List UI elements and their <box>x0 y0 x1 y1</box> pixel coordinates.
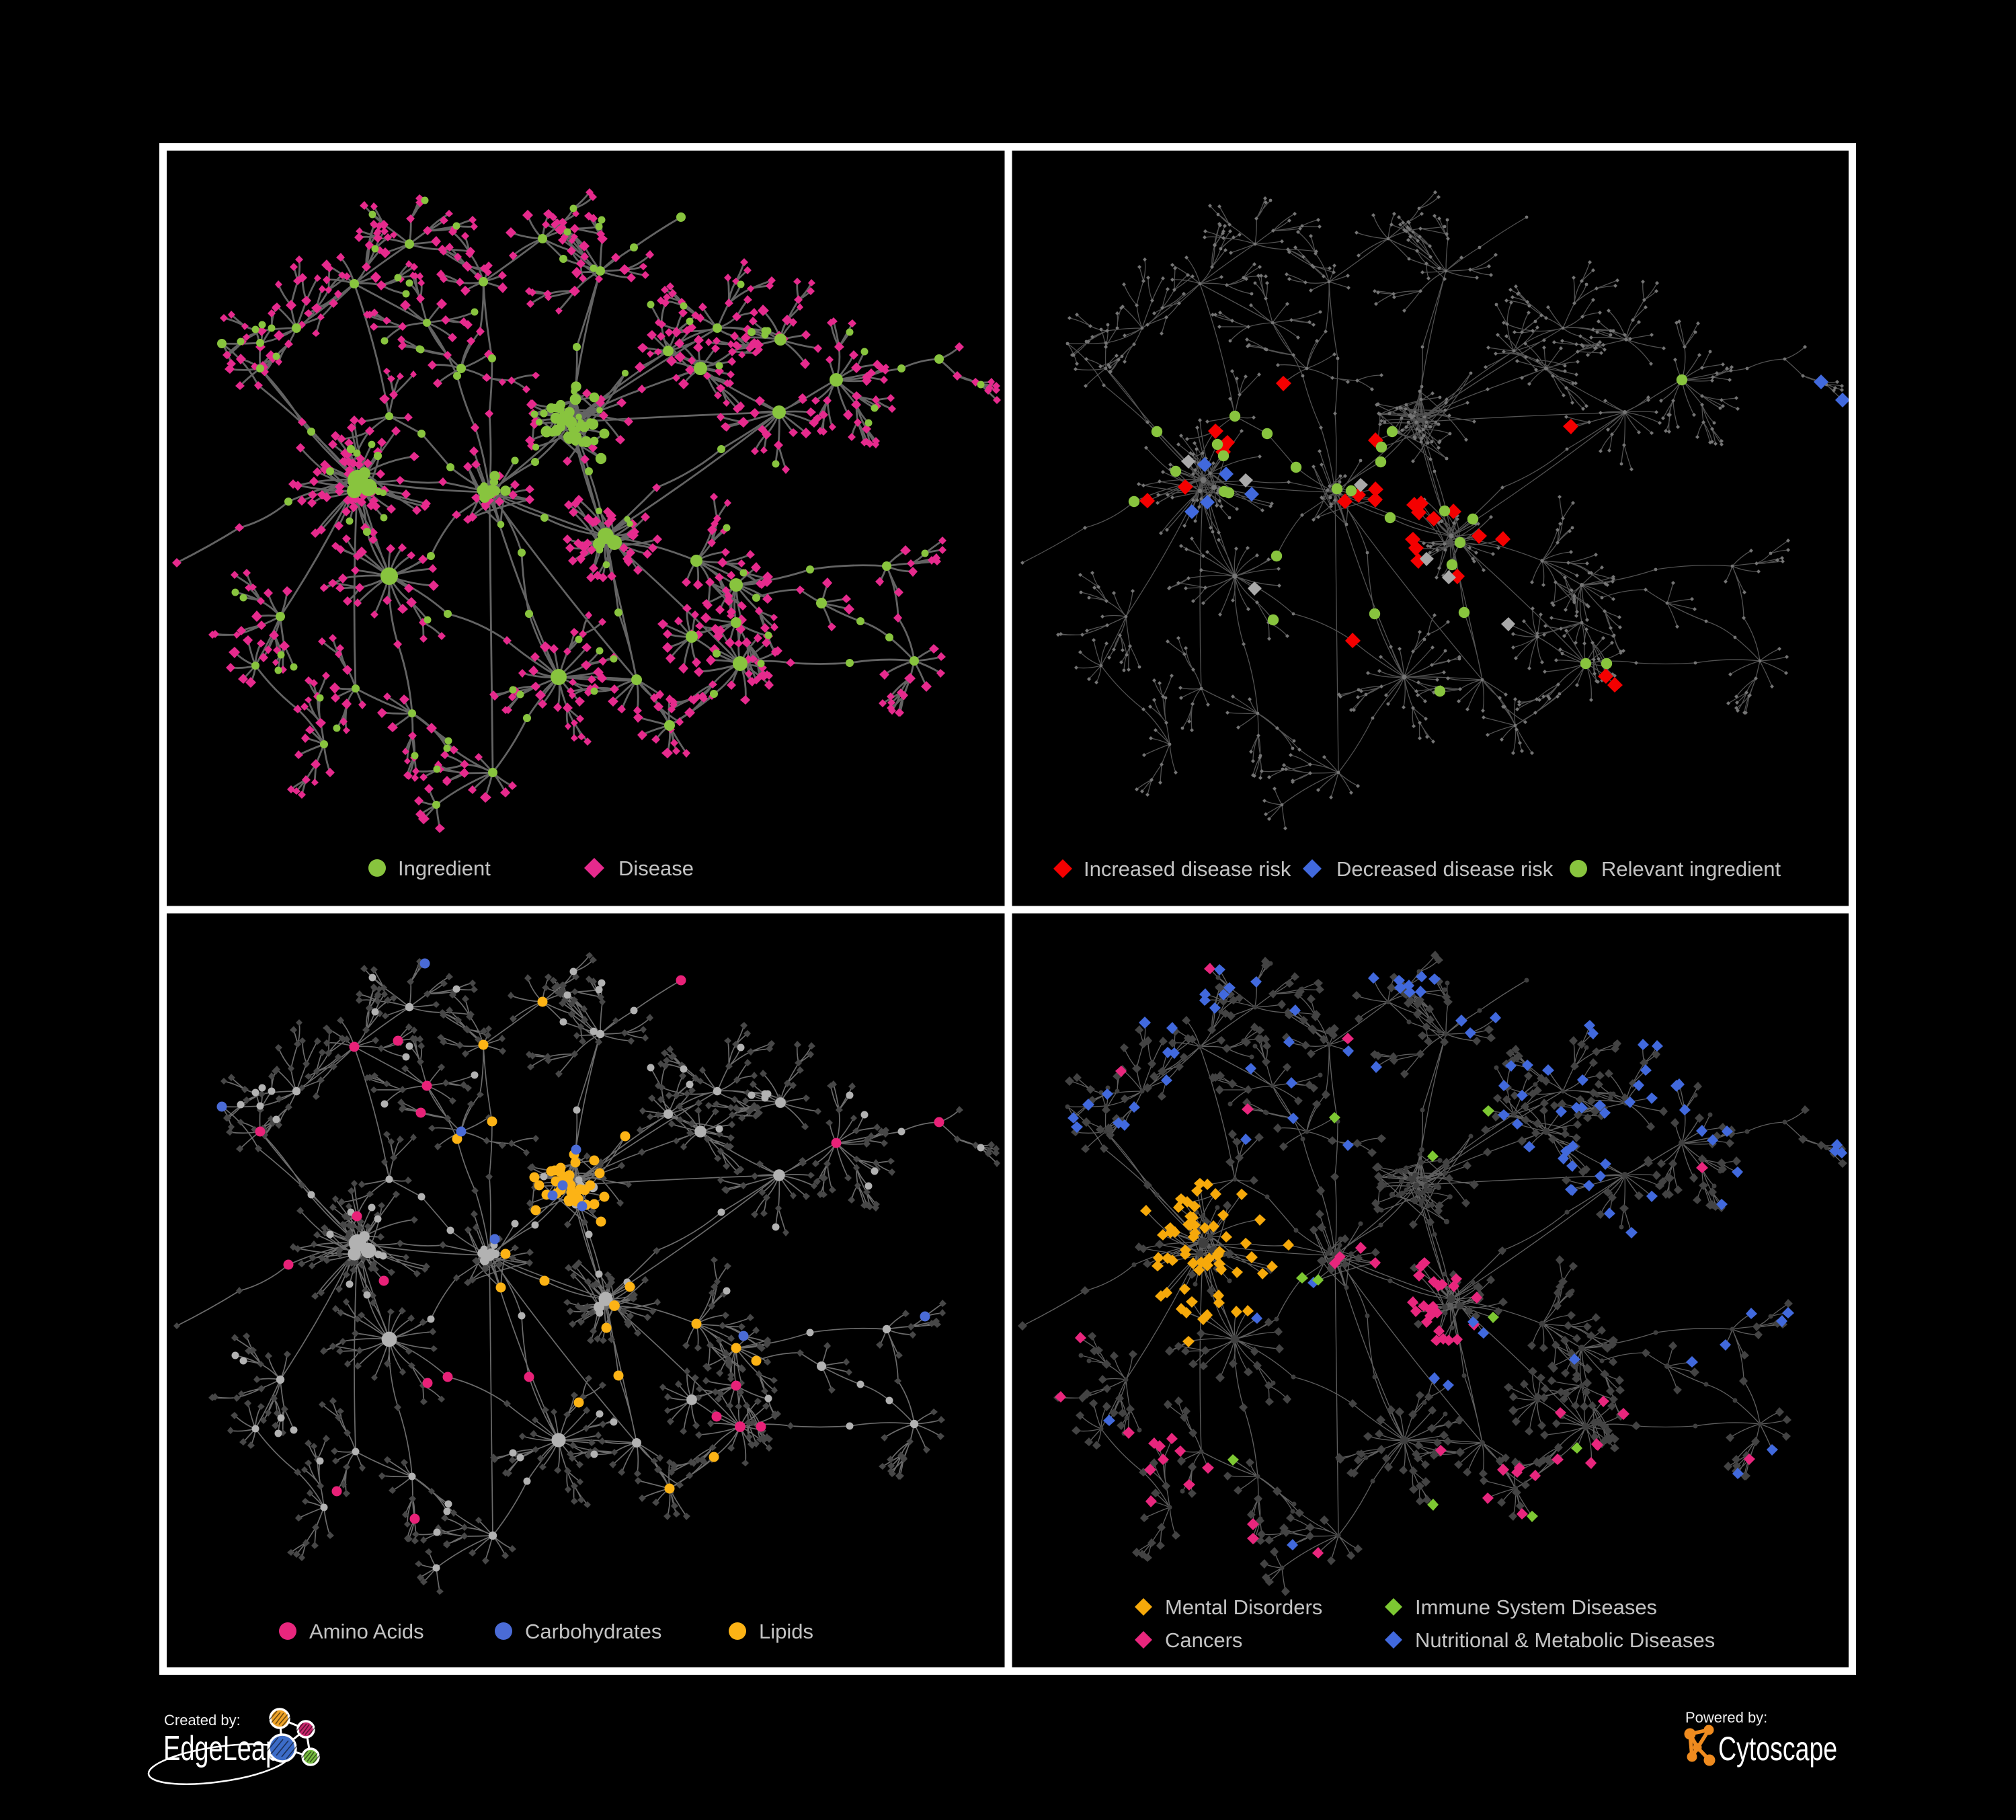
svg-text:Created by:: Created by: <box>164 1712 241 1729</box>
svg-text:Mental Disorders: Mental Disorders <box>1165 1595 1322 1619</box>
svg-text:Amino Acids: Amino Acids <box>309 1620 424 1643</box>
svg-text:Lipids: Lipids <box>759 1620 813 1643</box>
svg-text:Increased disease risk: Increased disease risk <box>1084 857 1291 881</box>
svg-text:Immune System Diseases: Immune System Diseases <box>1415 1595 1657 1619</box>
svg-text:Powered by:: Powered by: <box>1685 1709 1767 1726</box>
svg-text:Ingredient: Ingredient <box>398 857 491 880</box>
svg-text:Nutritional & Metabolic Diseas: Nutritional & Metabolic Diseases <box>1415 1628 1715 1652</box>
svg-text:Disease: Disease <box>618 857 694 880</box>
svg-text:EdgeLeap: EdgeLeap <box>163 1729 280 1768</box>
svg-text:Carbohydrates: Carbohydrates <box>525 1620 661 1643</box>
svg-text:Cancers: Cancers <box>1165 1628 1242 1652</box>
svg-text:Cytoscape: Cytoscape <box>1718 1731 1837 1768</box>
svg-text:Relevant ingredient: Relevant ingredient <box>1601 857 1781 881</box>
svg-text:Decreased disease risk: Decreased disease risk <box>1336 857 1554 881</box>
